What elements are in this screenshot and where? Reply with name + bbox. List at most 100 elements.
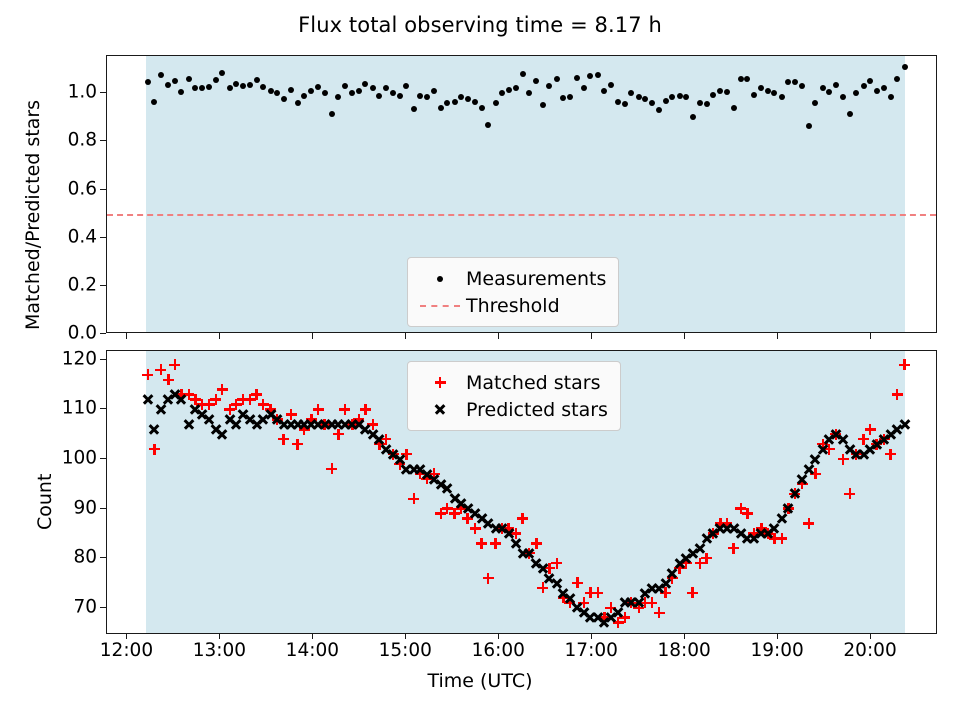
data-point xyxy=(305,418,318,431)
data-point xyxy=(843,443,856,456)
data-point xyxy=(823,443,836,456)
data-point xyxy=(571,576,584,589)
x-tick-label: 20:00 xyxy=(843,640,897,661)
data-point xyxy=(341,83,348,90)
data-point xyxy=(247,81,254,88)
x-tick-label: 15:00 xyxy=(378,640,432,661)
data-point xyxy=(816,443,829,456)
data-point xyxy=(239,83,246,90)
data-point xyxy=(788,487,801,500)
data-point xyxy=(560,95,567,102)
data-point xyxy=(376,92,383,99)
data-point xyxy=(604,611,617,624)
data-point xyxy=(216,428,229,441)
x-tick-mark xyxy=(498,633,500,639)
data-point xyxy=(543,572,556,585)
data-point xyxy=(451,98,458,105)
data-point xyxy=(482,517,495,530)
y-tick-mark xyxy=(100,333,106,334)
data-point xyxy=(864,443,877,456)
data-point xyxy=(267,87,274,94)
data-point xyxy=(141,368,154,381)
data-point xyxy=(352,413,365,426)
top-panel-plot-area: Measurements Threshold xyxy=(106,55,937,333)
data-point xyxy=(185,75,192,82)
data-point xyxy=(171,78,178,85)
data-point xyxy=(680,552,693,565)
data-point xyxy=(557,586,570,599)
data-point xyxy=(264,408,277,421)
data-point xyxy=(414,462,427,475)
data-point xyxy=(472,98,479,105)
data-point xyxy=(393,458,406,471)
data-point xyxy=(301,92,308,99)
data-point xyxy=(154,363,167,376)
data-point xyxy=(635,93,642,100)
data-point xyxy=(400,448,413,461)
data-point xyxy=(673,562,686,575)
data-point xyxy=(168,388,181,401)
data-point xyxy=(516,512,529,525)
data-point xyxy=(837,433,850,446)
data-point xyxy=(523,547,536,560)
legend-entry[interactable]: Measurements xyxy=(418,265,606,292)
data-point xyxy=(720,517,733,530)
data-point xyxy=(832,81,839,88)
data-point xyxy=(505,86,512,93)
data-point xyxy=(571,601,584,614)
data-point xyxy=(379,433,392,446)
data-point xyxy=(717,87,724,94)
data-point xyxy=(294,99,301,106)
x-tick-mark xyxy=(405,333,407,339)
data-point xyxy=(223,403,236,416)
y-tick-mark xyxy=(100,606,106,608)
data-point xyxy=(666,572,679,585)
x-tick-mark xyxy=(591,633,593,639)
data-point xyxy=(366,428,379,441)
data-point xyxy=(591,611,604,624)
legend-entry[interactable]: Threshold xyxy=(418,292,606,319)
data-point xyxy=(154,403,167,416)
data-point xyxy=(601,87,608,94)
data-point xyxy=(563,596,576,609)
data-point xyxy=(642,96,649,103)
x-tick-mark xyxy=(777,633,779,639)
data-point xyxy=(335,93,342,100)
data-point xyxy=(434,507,447,520)
data-point xyxy=(230,398,243,411)
x-tick-mark xyxy=(219,633,221,639)
data-point xyxy=(437,104,444,111)
data-point xyxy=(475,512,488,525)
data-point xyxy=(850,448,863,461)
top-panel-legend: Measurements Threshold xyxy=(407,257,620,327)
legend-entry[interactable]: Predicted stars xyxy=(418,396,608,423)
data-point xyxy=(584,586,597,599)
data-point xyxy=(407,492,420,505)
data-point xyxy=(448,507,461,520)
y-tick-label: 80 xyxy=(73,546,97,568)
data-point xyxy=(884,448,897,461)
x-tick-mark xyxy=(498,333,500,339)
data-point xyxy=(543,562,556,575)
data-point xyxy=(407,462,420,475)
legend-dashed-line-icon xyxy=(420,304,460,307)
data-point xyxy=(898,358,911,371)
data-point xyxy=(805,122,812,129)
data-point xyxy=(144,79,151,86)
data-point xyxy=(195,398,208,411)
data-point xyxy=(379,443,392,456)
y-tick-label: 0.6 xyxy=(67,178,97,200)
data-point xyxy=(312,403,325,416)
data-point xyxy=(264,403,277,416)
legend-entry[interactable]: Matched stars xyxy=(418,369,608,396)
data-point xyxy=(632,601,645,614)
y-tick-mark xyxy=(100,284,106,286)
data-point xyxy=(250,388,263,401)
data-point xyxy=(168,358,181,371)
data-point xyxy=(206,84,213,91)
data-point xyxy=(553,75,560,82)
data-point xyxy=(236,393,249,406)
data-point xyxy=(857,448,870,461)
data-point xyxy=(546,83,553,90)
